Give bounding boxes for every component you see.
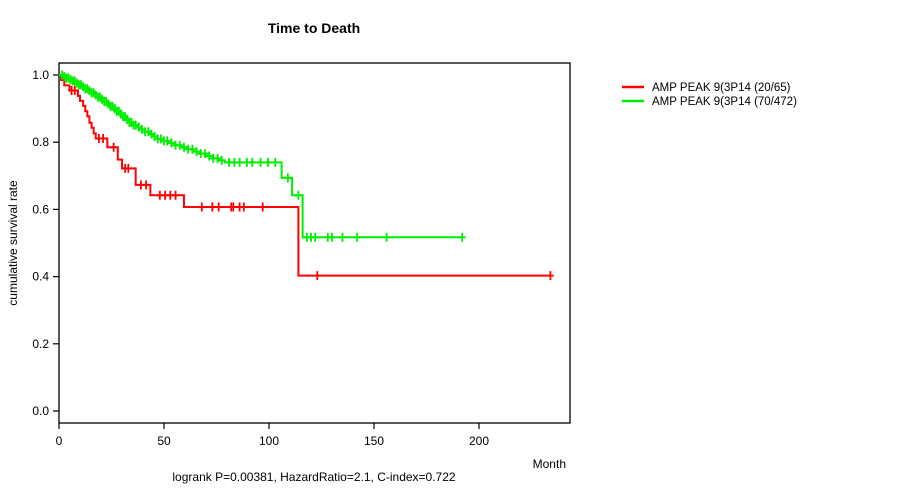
censor-mark-red: [259, 202, 267, 212]
censor-mark-green: [294, 190, 302, 200]
censor-mark-red: [313, 271, 321, 281]
legend-label-red: AMP PEAK 9(3P14 (20/65): [652, 82, 791, 94]
censor-mark-green: [193, 147, 201, 157]
y-tick-label: 0.0: [32, 404, 49, 418]
x-tick-label: 50: [157, 434, 171, 448]
censor-mark-green: [236, 157, 244, 167]
censor-mark-green: [188, 144, 196, 154]
x-tick-label: 0: [56, 434, 63, 448]
censor-mark-red: [229, 202, 237, 212]
censor-mark-red: [208, 202, 216, 212]
censor-mark-green: [248, 157, 256, 167]
censor-mark-red: [546, 271, 554, 281]
censor-mark-red: [110, 142, 118, 152]
survival-curve-green: [59, 74, 463, 239]
censor-mark-red: [215, 202, 223, 212]
censor-mark-green: [284, 173, 292, 183]
censor-mark-green: [383, 232, 391, 242]
censor-mark-green: [163, 136, 171, 146]
censor-mark-green: [311, 232, 319, 242]
censor-mark-green: [167, 138, 175, 148]
y-axis-label: cumulative survival rate: [6, 180, 20, 306]
censor-mark-red: [198, 202, 206, 212]
chart-layer: 0 50 100 150 200 0.0 0.2 0.4 0.6 0.8 1.0: [32, 62, 571, 448]
x-axis-label: Month: [533, 457, 566, 471]
x-tick-label: 100: [259, 434, 279, 448]
censor-mark-red: [172, 190, 180, 200]
censor-mark-green: [353, 232, 361, 242]
censor-mark-red: [124, 163, 132, 173]
censor-mark-green: [271, 157, 279, 167]
censor-mark-green: [180, 142, 188, 152]
censor-mark-green: [458, 232, 466, 242]
chart-title: Time to Death: [268, 20, 360, 36]
censor-mark-green: [176, 140, 184, 150]
censor-mark-red: [71, 85, 79, 95]
legend-label-green: AMP PEAK 9(3P14 (70/472): [652, 96, 797, 108]
x-tick-label: 150: [364, 434, 384, 448]
y-tick-label: 0.2: [32, 337, 49, 351]
censor-mark-green: [328, 232, 336, 242]
y-tick-label: 0.6: [32, 202, 49, 216]
x-tick-label: 200: [469, 434, 489, 448]
censor-mark-green: [218, 155, 226, 165]
censor-mark-red: [99, 134, 107, 144]
y-tick-label: 0.8: [32, 135, 49, 149]
censor-mark-green: [201, 149, 209, 159]
censor-mark-green: [264, 157, 272, 167]
legend: AMP PEAK 9(3P14 (20/65) AMP PEAK 9(3P14 …: [622, 82, 797, 108]
survival-curve-red: [59, 74, 551, 277]
censor-mark-red: [240, 202, 248, 212]
censor-mark-green: [205, 151, 213, 161]
censor-mark-red: [142, 180, 150, 190]
censor-mark-green: [339, 232, 346, 242]
censor-mark-green: [214, 153, 222, 163]
y-tick-label: 0.4: [32, 270, 49, 284]
y-tick-label: 1.0: [32, 68, 49, 82]
plot-frame: [58, 62, 571, 424]
censor-mark-green: [257, 157, 265, 167]
stats-caption: logrank P=0.00381, HazardRatio=2.1, C-in…: [172, 470, 456, 484]
